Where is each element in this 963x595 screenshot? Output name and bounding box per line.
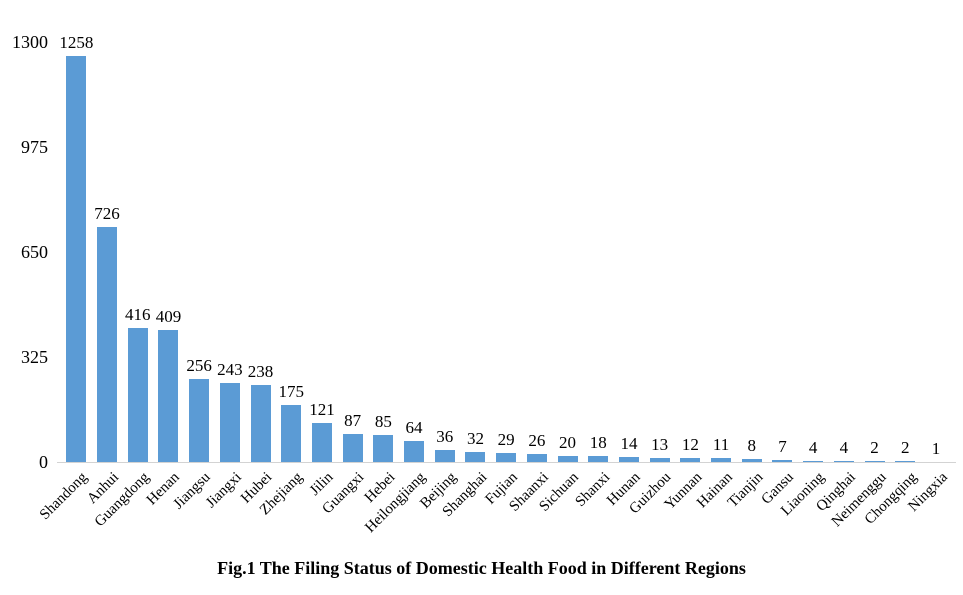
bar-value-label: 7: [778, 436, 787, 456]
bar-neimenggu: [864, 461, 885, 462]
bar-jiangxi: [219, 383, 240, 462]
bar-zhejiang: [281, 405, 302, 462]
bar-anhui: [97, 227, 118, 462]
y-axis-tick-label: 325: [21, 347, 48, 367]
bar-value-label: 8: [747, 436, 757, 456]
bar-guangdong: [127, 327, 148, 462]
bar-shandong: [66, 55, 87, 462]
bar-guangxi: [342, 433, 363, 462]
bar-value-label: 4: [808, 437, 818, 457]
bar-value-label: 416: [125, 304, 151, 324]
bar-hubei: [250, 385, 271, 462]
bar-heilongjiang: [404, 441, 425, 462]
bar-value-label: 85: [374, 411, 392, 431]
bar-value-label: 243: [217, 360, 243, 380]
bar-value-label: 26: [528, 430, 546, 450]
bar-yunnan: [680, 458, 701, 462]
bar-value-label: 32: [466, 428, 484, 448]
bar-value-label: 13: [651, 434, 669, 454]
bar-value-label: 2: [901, 438, 910, 458]
bar-value-label: 14: [620, 434, 638, 454]
bar-value-label: 121: [309, 399, 335, 419]
bar-shaanxi: [526, 453, 547, 462]
bar-hunan: [618, 457, 639, 462]
bar-value-label: 4: [839, 437, 849, 457]
bar-value-label: 36: [436, 427, 454, 447]
bar-gansu: [772, 459, 793, 462]
bar-value-label: 726: [94, 204, 120, 224]
bar-tianjin: [741, 459, 762, 462]
y-axis-tick-label: 0: [39, 452, 48, 472]
x-axis-label-shanxi: Shanxi: [572, 469, 613, 511]
bar-value-label: 20: [559, 432, 577, 452]
bar-shanxi: [588, 456, 609, 462]
bar-jiangsu: [189, 379, 210, 462]
bar-value-label: 175: [278, 382, 305, 402]
bar-value-label: 1258: [59, 32, 94, 52]
bar-jilin: [311, 422, 332, 462]
bar-henan: [158, 329, 179, 462]
bar-value-label: 409: [155, 306, 182, 326]
x-axis-line: [57, 462, 956, 463]
y-axis-tick-label: 650: [21, 242, 48, 262]
bar-sichuan: [557, 455, 578, 462]
bar-fujian: [496, 452, 517, 462]
y-axis-tick-label: 1300: [12, 32, 48, 52]
bar-value-label: 87: [344, 410, 362, 430]
bar-value-label: 256: [186, 356, 212, 376]
bar-value-label: 238: [247, 362, 274, 382]
chart-caption: Fig.1 The Filing Status of Domestic Heal…: [217, 558, 746, 578]
bar-value-label: 64: [405, 418, 423, 438]
bar-shanghai: [465, 451, 486, 462]
bar-guizhou: [649, 457, 670, 462]
bar-value-label: 1: [931, 438, 941, 458]
bar-beijing: [434, 450, 455, 462]
bar-value-label: 12: [681, 435, 699, 455]
bar-chongqing: [895, 461, 916, 462]
bar-liaoning: [803, 460, 824, 462]
bar-hebei: [373, 434, 394, 462]
bar-hainan: [711, 458, 732, 462]
x-axis-label-shandong: Shandong: [37, 469, 91, 524]
y-axis-tick-label: 975: [21, 137, 48, 157]
bar-value-label: 29: [497, 429, 515, 449]
bar-value-label: 11: [712, 435, 730, 455]
bar-value-label: 18: [589, 433, 607, 453]
bar-qinghai: [833, 460, 854, 462]
bar-value-label: 2: [870, 438, 879, 458]
